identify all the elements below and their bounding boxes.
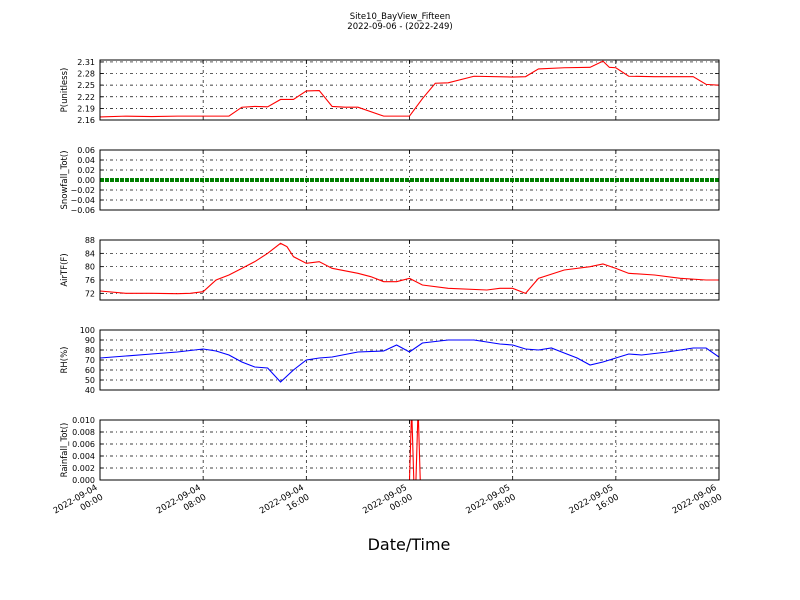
y-tick-label: 0.04 [77, 156, 95, 165]
panel-2: 88 84 80 76 72 AirTF(F) [60, 236, 720, 301]
y-tick-label: 88 [85, 236, 95, 245]
x-tick-label: 2022-09-0400:00 [52, 483, 105, 526]
y-tick-label: 2.25 [77, 81, 95, 90]
y-tick-label: 0.010 [72, 416, 95, 425]
x-tick-label: 2022-09-0500:00 [361, 483, 414, 526]
axes-frame [99, 149, 720, 211]
y-tick-label: 0.008 [72, 428, 95, 437]
y-tick-label: 100 [80, 326, 95, 335]
y-tick-label: 2.28 [77, 70, 95, 79]
y-tick-label: 50 [85, 376, 95, 385]
x-tick-label: 2022-09-0408:00 [155, 483, 208, 526]
x-tick-label: 2022-09-0516:00 [568, 483, 621, 526]
y-tick-label: 40 [85, 386, 95, 395]
y-tick-label: 90 [85, 336, 95, 345]
y-tick-label: 60 [85, 366, 95, 375]
x-tick-label: 2022-09-0508:00 [464, 483, 517, 526]
x-tick-label: 2022-09-0600:00 [671, 483, 724, 526]
axes-frame [99, 419, 720, 481]
series-line-p-unitless- [100, 60, 719, 118]
panel-1: 0.060.040.020.00−0.02−0.04−0.06Snowfall_… [60, 146, 720, 215]
y-tick-label: −0.04 [70, 196, 95, 205]
panel-4: 0.010 0.008 0.006 0.004 0.002 0.000Rainfall_T… [60, 416, 720, 485]
y-tick-label: −0.02 [70, 186, 95, 195]
y-axis-label: P(unitless) [60, 68, 70, 113]
y-tick-label: 0.00 [77, 176, 95, 185]
x-axis-label: Date/Time [368, 535, 451, 554]
chart-panels: 2.312.282.252.222.192.16P(unitless)0.060… [60, 58, 720, 485]
y-tick-label: 0.006 [72, 440, 95, 449]
series-line-airtf-f- [100, 242, 719, 295]
y-axis-label: Rainfall_Tot() [60, 423, 70, 478]
y-tick-label: 80 [85, 346, 95, 355]
x-tick-label: 2022-09-0416:00 [258, 483, 311, 526]
y-tick-label: 2.19 [77, 104, 95, 113]
y-tick-label: −0.06 [70, 206, 95, 215]
figure-subtitle: 2022-09-06 - (2022-249) [347, 22, 452, 32]
y-tick-label: 2.22 [77, 93, 95, 102]
axes-frame [99, 59, 720, 121]
y-tick-label: 0.06 [77, 146, 95, 155]
y-axis-label: AirTF(F) [60, 253, 70, 286]
x-axis-tick-labels: 2022-09-0400:00 2022-09-0408:00 2022-09-04… [52, 483, 724, 526]
y-tick-label: 0.000 [72, 476, 95, 485]
y-axis-label: RH(%) [60, 346, 70, 373]
y-tick-label: 0.02 [77, 166, 95, 175]
figure-title: Site10_BayView_Fifteen [350, 12, 451, 22]
y-tick-label: 0.004 [72, 452, 95, 461]
y-tick-label: 76 [85, 276, 95, 285]
y-axis-label: Snowfall_Tot() [60, 150, 70, 209]
axes-frame [99, 329, 720, 391]
y-tick-label: 72 [85, 289, 95, 298]
series-line-rh- [100, 339, 719, 383]
y-tick-label: 0.002 [72, 464, 95, 473]
y-tick-label: 70 [85, 356, 95, 365]
axes-frame [99, 239, 720, 301]
y-tick-label: 80 [85, 263, 95, 272]
y-tick-label: 84 [85, 249, 95, 258]
y-tick-label: 2.31 [77, 58, 95, 67]
y-tick-label: 2.16 [77, 116, 95, 125]
series-line-rainfall-tot- [100, 420, 719, 480]
panel-0: 2.31 2.28 2.25 2.22 2.19 2.16 P(unitless) [60, 58, 720, 125]
